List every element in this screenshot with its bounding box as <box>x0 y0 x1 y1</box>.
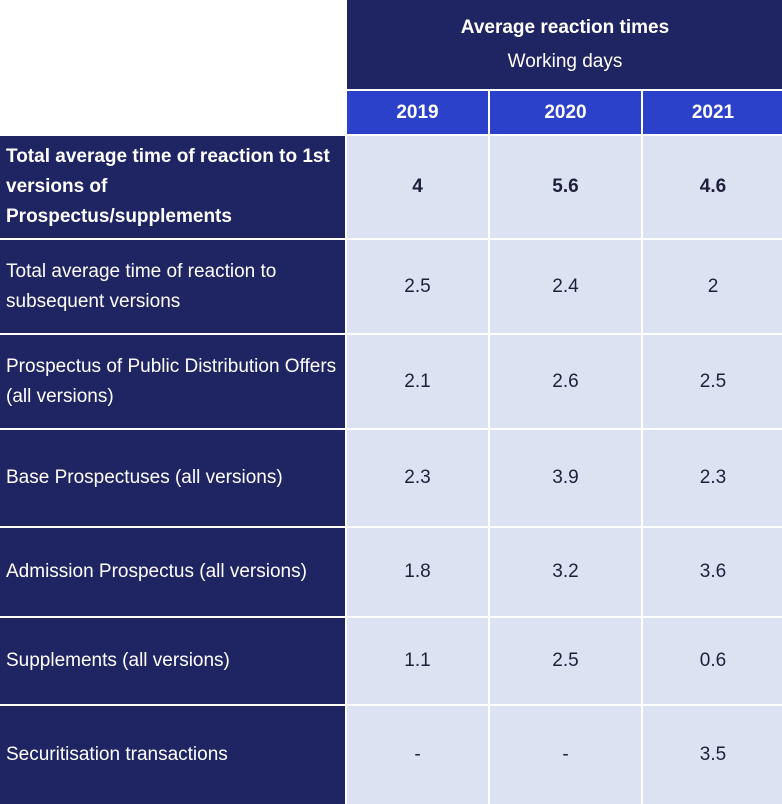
row-label: Supplements (all versions) <box>0 618 345 704</box>
row-value: 2.5 <box>347 240 488 333</box>
row-label: Total average time of reaction to subseq… <box>0 240 345 333</box>
row-value: 4 <box>347 136 488 238</box>
row-label: Securitisation transactions <box>0 706 345 804</box>
row-label: Total average time of reaction to 1st ve… <box>0 136 345 238</box>
year-header-2019: 2019 <box>347 91 488 134</box>
row-value: 2.5 <box>490 618 641 704</box>
row-value: 5.6 <box>490 136 641 238</box>
row-value: 2.3 <box>643 430 782 526</box>
row-value: 3.6 <box>643 528 782 616</box>
table-header: Average reaction times Working days <box>347 0 782 89</box>
row-label: Admission Prospectus (all versions) <box>0 528 345 616</box>
row-value: 1.1 <box>347 618 488 704</box>
year-header-2020: 2020 <box>490 91 641 134</box>
row-value: 2.5 <box>643 335 782 428</box>
row-value: 2.6 <box>490 335 641 428</box>
row-value: 3.9 <box>490 430 641 526</box>
header-title: Average reaction times <box>460 16 670 38</box>
row-value: 2.1 <box>347 335 488 428</box>
corner-blank <box>0 0 345 134</box>
row-value: 4.6 <box>643 136 782 238</box>
header-subtitle: Working days <box>507 50 623 72</box>
row-value: - <box>490 706 641 804</box>
row-value: 2.3 <box>347 430 488 526</box>
row-value: 2 <box>643 240 782 333</box>
row-value: - <box>347 706 488 804</box>
year-header-2021: 2021 <box>643 91 782 134</box>
row-label: Base Prospectuses (all versions) <box>0 430 345 526</box>
row-value: 1.8 <box>347 528 488 616</box>
row-value: 2.4 <box>490 240 641 333</box>
row-value: 0.6 <box>643 618 782 704</box>
row-value: 3.5 <box>643 706 782 804</box>
row-label: Prospectus of Public Distribution Offers… <box>0 335 345 428</box>
row-value: 3.2 <box>490 528 641 616</box>
